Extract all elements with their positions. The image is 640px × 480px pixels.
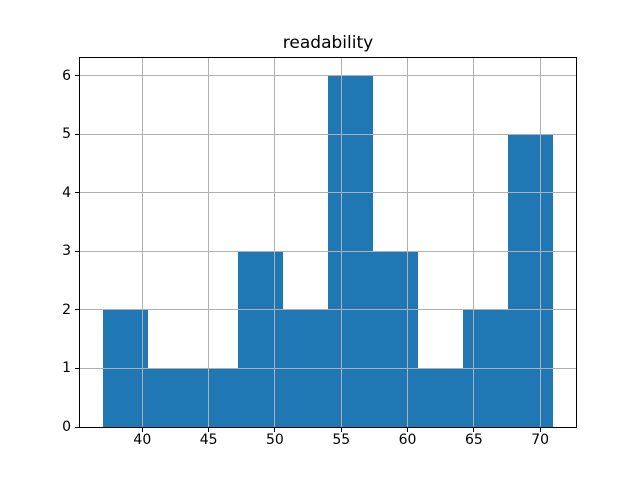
gridline-vertical bbox=[208, 58, 210, 427]
y-tick-label: 6 bbox=[62, 67, 71, 84]
x-tick-mark bbox=[539, 428, 541, 432]
x-tick-mark bbox=[208, 428, 210, 432]
y-tick-label: 2 bbox=[62, 301, 71, 318]
gridline-vertical bbox=[473, 58, 475, 427]
x-tick-label: 50 bbox=[266, 432, 284, 448]
y-tick-mark bbox=[75, 250, 79, 252]
x-tick-mark bbox=[141, 428, 143, 432]
histogram-bar bbox=[237, 251, 283, 427]
histogram-bar bbox=[147, 368, 193, 427]
y-tick-mark bbox=[75, 367, 79, 369]
y-tick-mark bbox=[75, 192, 79, 194]
y-tick-mark bbox=[75, 426, 79, 428]
gridline-horizontal bbox=[80, 250, 576, 252]
gridline-vertical bbox=[539, 58, 541, 427]
y-tick-mark bbox=[75, 75, 79, 77]
y-tick-label: 3 bbox=[62, 243, 71, 260]
histogram-bar bbox=[373, 251, 419, 427]
gridline-horizontal bbox=[80, 309, 576, 311]
histogram-bar bbox=[508, 134, 554, 427]
x-tick-label: 40 bbox=[133, 432, 152, 448]
x-tick-label: 60 bbox=[398, 432, 417, 448]
gridline-vertical bbox=[141, 58, 143, 427]
gridline-horizontal bbox=[80, 192, 576, 194]
y-tick-label: 1 bbox=[62, 360, 71, 377]
gridline-vertical bbox=[274, 58, 276, 427]
chart-title: readability bbox=[282, 33, 374, 53]
y-tick-label: 5 bbox=[62, 126, 71, 143]
x-tick-label: 45 bbox=[199, 432, 218, 448]
x-tick-mark bbox=[340, 428, 342, 432]
plot-area bbox=[79, 57, 577, 428]
gridline-vertical bbox=[340, 58, 342, 427]
y-tick-label: 4 bbox=[62, 184, 71, 201]
x-tick-label: 55 bbox=[332, 432, 351, 448]
histogram-bar bbox=[418, 368, 464, 427]
y-tick-mark bbox=[75, 309, 79, 311]
gridline-vertical bbox=[407, 58, 409, 427]
x-tick-mark bbox=[473, 428, 475, 432]
gridline-horizontal bbox=[80, 133, 576, 135]
gridline-horizontal bbox=[80, 367, 576, 369]
histogram-bar bbox=[192, 368, 238, 427]
x-tick-label: 65 bbox=[464, 432, 483, 448]
y-tick-label: 0 bbox=[62, 419, 71, 435]
gridline-horizontal bbox=[80, 75, 576, 77]
x-tick-label: 70 bbox=[531, 432, 550, 448]
x-tick-mark bbox=[407, 428, 409, 432]
y-tick-mark bbox=[75, 133, 79, 135]
x-tick-mark bbox=[274, 428, 276, 432]
